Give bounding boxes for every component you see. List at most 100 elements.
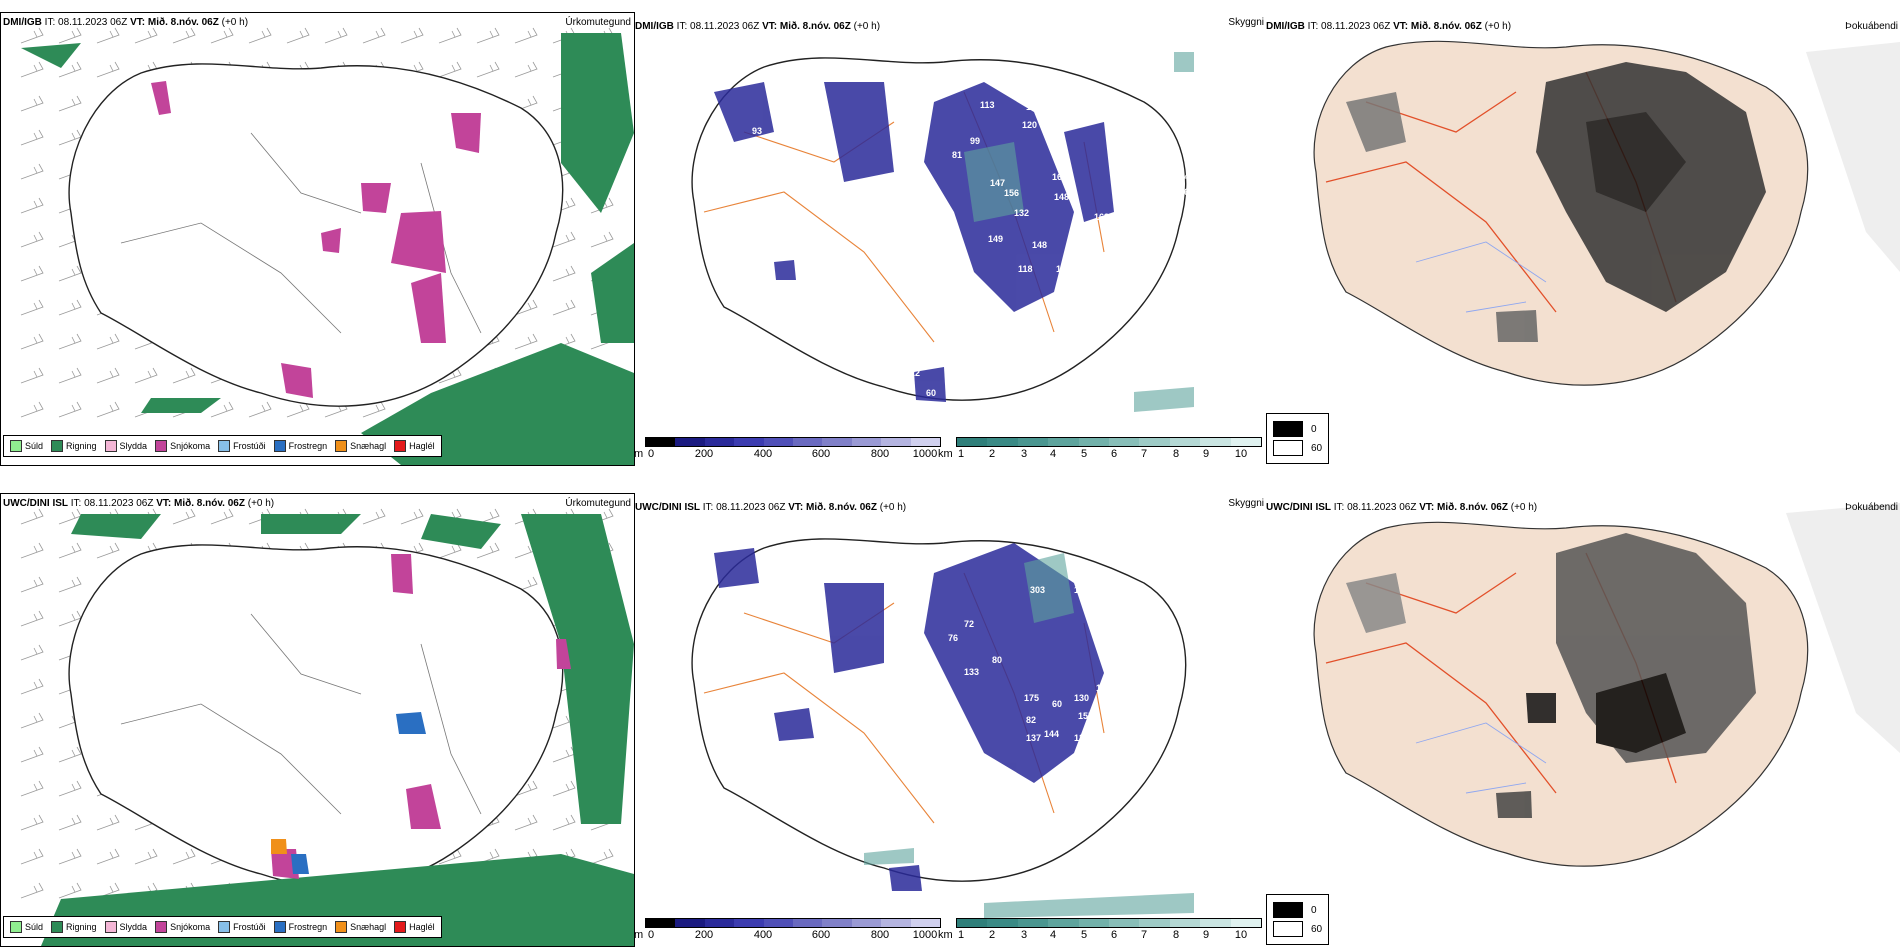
legend-item: Súld [10, 921, 43, 933]
precip-type-map-bottom [20, 508, 634, 946]
wind-barb [514, 333, 538, 350]
wind-barb [514, 814, 538, 831]
fog-legend-row: 0 [1273, 902, 1322, 918]
legend-label: Súld [25, 441, 44, 451]
tick-label: 3 [1020, 929, 1028, 941]
cloud-base-colorbar [645, 437, 941, 447]
visibility-scale-top: km 1 2 3 4 5 6 7 8 9 10 [938, 436, 1262, 464]
lead-time: (+0 h) [1484, 21, 1512, 32]
wind-barb [58, 610, 82, 627]
cloud-value: 147 [990, 178, 1006, 188]
tick-label: 5 [1080, 929, 1088, 941]
wind-barb [210, 508, 234, 525]
vt-value: Mið. 8.nóv. 06Z [147, 17, 219, 28]
model-name: UWC/DINI ISL [1266, 502, 1331, 513]
wind-barb [552, 265, 576, 282]
tick-label: 0 [647, 448, 655, 460]
wind-barb [20, 848, 44, 865]
wind-barb [134, 367, 158, 384]
legend-item: Slydda [104, 921, 147, 933]
wind-barb [514, 61, 538, 78]
legend-label: Frostúði [233, 441, 266, 451]
fog-legend-bottom: 0 60 [1266, 894, 1330, 945]
legend-item: Snæhagl [335, 921, 386, 933]
cloud-value: 81 [952, 150, 963, 160]
it-value: 08.11.2023 06Z [716, 502, 786, 513]
cloud-value: 119 [784, 86, 799, 96]
vt-label: VT: [130, 17, 146, 28]
cloud-value: 106 [1174, 187, 1190, 197]
color-step [1200, 438, 1231, 446]
precip-legend-top: Súld Rigning Slydda Snjókoma Frostúði Fr… [3, 435, 442, 457]
wind-barb [20, 508, 44, 525]
scale-unit: km [938, 448, 953, 460]
wind-barb [58, 27, 82, 44]
it-value: 08.11.2023 06Z [1347, 502, 1417, 513]
cloud-value: 104 [1174, 172, 1190, 182]
tick-label: 10 [1234, 448, 1248, 460]
color-step [675, 919, 705, 927]
cloud-map-top [691, 52, 1194, 412]
wind-barb [20, 678, 44, 695]
legend-swatch [394, 440, 407, 452]
color-step [1078, 919, 1110, 927]
wind-barb [58, 848, 82, 865]
cloud-value: 130 [1074, 693, 1090, 703]
color-step [1169, 438, 1201, 446]
wind-barb [552, 814, 576, 831]
model-name: DMI/IGB [3, 17, 42, 28]
color-step [1109, 919, 1140, 927]
legend-label: Slydda [119, 441, 148, 451]
wind-barb [590, 848, 614, 865]
tick-label: 200 [694, 929, 714, 941]
cloud-value: 97 [1114, 741, 1125, 751]
tick-label: 200 [694, 448, 714, 460]
legend-item: Súld [10, 440, 43, 452]
legend-swatch [218, 921, 231, 933]
cloud-value: 124 [1074, 733, 1090, 743]
legend-swatch [218, 440, 231, 452]
lead-time: (+0 h) [879, 502, 907, 513]
wind-barb [20, 780, 44, 797]
wind-barb [20, 814, 44, 831]
color-step [1048, 438, 1079, 446]
cloud-value: 52 [1048, 78, 1059, 88]
tick-label: 1 [957, 448, 965, 460]
wind-barb [514, 780, 538, 797]
color-step [704, 438, 735, 446]
wind-barb [58, 576, 82, 593]
wind-barb [58, 814, 82, 831]
tick-label: 1000 [912, 929, 938, 941]
cloud-value: 99 [944, 248, 955, 258]
wind-barb [58, 367, 82, 384]
legend-item: Frostregn [273, 921, 327, 933]
wind-barb [58, 333, 82, 350]
tick-label: 3 [1020, 448, 1028, 460]
color-step [793, 438, 823, 446]
header-info-top-fog: DMI/IGB IT: 08.11.2023 06Z VT: Mið. 8.nó… [1266, 21, 1511, 32]
vt-label: VT: [1419, 502, 1435, 513]
wind-barb [58, 129, 82, 146]
color-step [1230, 438, 1262, 446]
panel-title-precip-bottom: Úrkomutegund [565, 498, 631, 509]
color-step [1109, 438, 1140, 446]
header-info-bottom-precip: UWC/DINI ISL IT: 08.11.2023 06Z VT: Mið.… [3, 498, 274, 509]
wind-barb [20, 299, 44, 316]
visibility-colorbar [956, 918, 1262, 928]
wind-barb [172, 27, 196, 44]
color-step [1048, 919, 1079, 927]
color-step [1139, 919, 1170, 927]
fog-legend-row: 60 [1273, 440, 1322, 456]
legend-label: Snjókoma [170, 441, 211, 451]
legend-item: Frostúði [218, 921, 266, 933]
header-info-top-precip: DMI/IGB IT: 08.11.2023 06Z VT: Mið. 8.nó… [3, 17, 248, 28]
legend-swatch [51, 921, 64, 933]
fog-legend-top: 0 60 [1266, 413, 1330, 464]
tick-label: 8 [1172, 929, 1180, 941]
legend-swatch [394, 921, 407, 933]
vt-label: VT: [156, 498, 172, 509]
wind-barb [552, 231, 576, 248]
wind-barb [96, 333, 120, 350]
it-label: IT: [676, 21, 688, 32]
lead-time: (+0 h) [247, 498, 275, 509]
